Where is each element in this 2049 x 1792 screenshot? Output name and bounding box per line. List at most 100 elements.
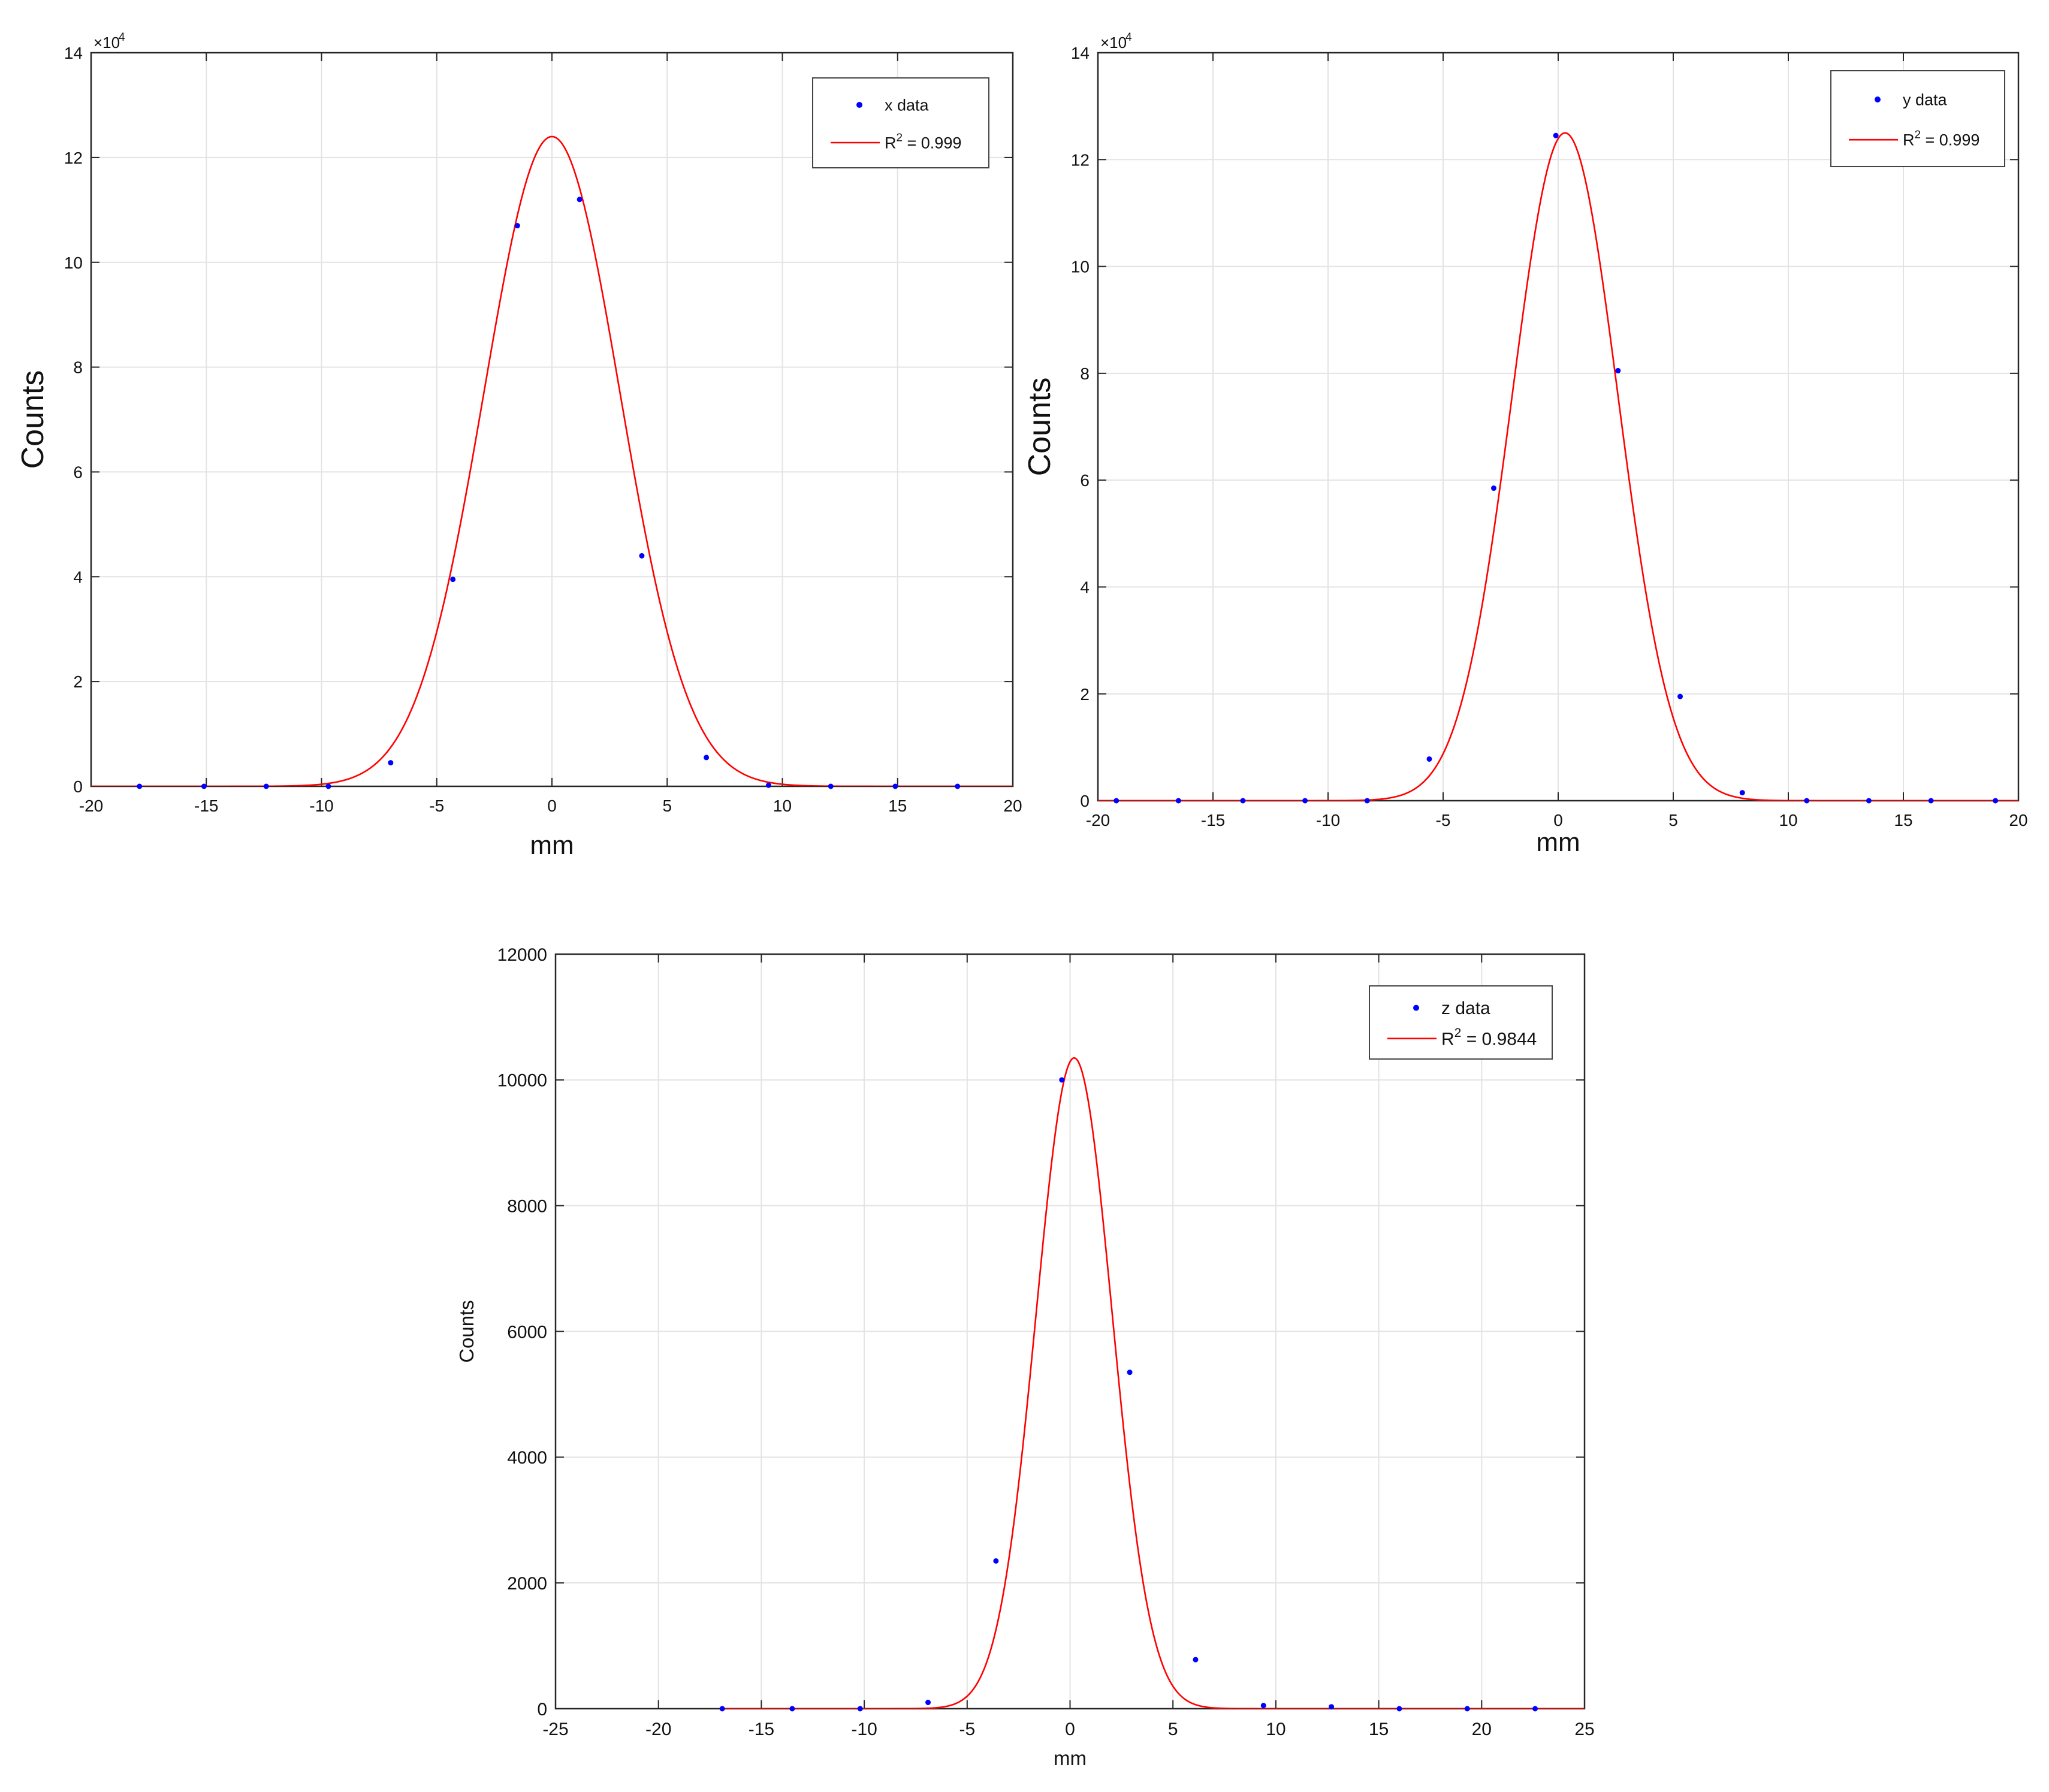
data-point: [857, 1706, 863, 1712]
data-point: [1739, 790, 1745, 796]
data-point: [137, 783, 143, 789]
x-tick-label: -20: [645, 1719, 671, 1739]
x-tick-label: 25: [1574, 1719, 1594, 1739]
legend-marker-points: [856, 102, 862, 108]
y-tick-label: 14: [64, 44, 83, 62]
data-point: [1993, 798, 1999, 804]
y-tick-label: 6: [73, 463, 83, 482]
fit-curve: [91, 135, 1013, 786]
x-tick-label: -15: [194, 797, 218, 815]
legend-label-fit: R2 = 0.999: [885, 131, 961, 152]
x-tick-label: -15: [1201, 811, 1225, 829]
x-tick-label: 5: [1168, 1719, 1178, 1739]
y-tick-label: 8: [1080, 364, 1090, 383]
data-point: [1553, 132, 1559, 138]
x-tick-label: -20: [79, 797, 103, 815]
x-axis-label: mm: [1536, 828, 1580, 857]
y-tick-label: 12000: [497, 945, 547, 965]
legend-label: z data: [1441, 998, 1490, 1018]
data-point: [325, 783, 331, 789]
y-exponent-label: ×10: [1100, 34, 1127, 52]
x-tick-label: 20: [2009, 811, 2027, 829]
legend-box: [1369, 985, 1553, 1060]
x-tick-label: -10: [1316, 811, 1340, 829]
x-tick-label: 5: [1668, 811, 1678, 829]
y-tick-label: 2000: [507, 1574, 547, 1594]
x-tick-label: -15: [749, 1719, 774, 1739]
x-tick-label: 0: [1065, 1719, 1075, 1739]
x-tick-label: 0: [1553, 811, 1563, 829]
data-point: [263, 783, 269, 789]
y-tick-label: 12: [1071, 150, 1090, 169]
data-point: [789, 1706, 795, 1712]
data-point: [1464, 1706, 1470, 1712]
data-point: [1059, 1077, 1065, 1083]
x-tick-label: 10: [773, 797, 792, 815]
data-point: [1329, 1704, 1335, 1710]
legend-label: y data: [1903, 90, 1948, 108]
x-tick-label: -5: [959, 1719, 975, 1739]
legend-fit-value: = 0.999: [1921, 131, 1979, 149]
data-point: [704, 755, 710, 761]
data-point: [1193, 1657, 1199, 1663]
legend-fit-sup: 2: [1915, 129, 1921, 141]
legend: y data R2 = 0.999: [1830, 70, 2005, 167]
y-tick-label: 12: [64, 149, 83, 167]
legend-fit-r: R: [1441, 1029, 1454, 1049]
x-tick-label: -10: [309, 797, 333, 815]
data-point: [1127, 1369, 1133, 1375]
y-tick-label: 6: [1080, 471, 1090, 490]
legend-fit-sup: 2: [897, 131, 903, 144]
y-tick-label: 14: [1071, 44, 1090, 62]
y-tick-label: 4: [1080, 578, 1090, 597]
data-point: [1677, 693, 1683, 699]
x-tick-label: -25: [542, 1719, 568, 1739]
x-tick-label: -20: [1086, 811, 1110, 829]
data-point: [1928, 798, 1934, 804]
data-point: [1866, 798, 1872, 804]
legend-marker-points: [1413, 1004, 1419, 1011]
x-tick-label: 20: [1472, 1719, 1492, 1739]
x-tick-label: 10: [1779, 811, 1797, 829]
data-point: [1615, 367, 1621, 373]
data-point: [1113, 798, 1119, 804]
data-point: [892, 783, 898, 789]
y-tick-label: 10: [1071, 258, 1090, 276]
fit-curve: [1098, 132, 2018, 801]
x-tick-label: 15: [1369, 1719, 1389, 1739]
data-point: [828, 783, 834, 789]
y-tick-label: 0: [537, 1700, 547, 1719]
chart-3: -25 -20 -15 -10 -5 0 5 10 15 20 25 0 2000 4000 6000 800…: [455, 945, 1595, 1769]
data-point: [1364, 798, 1370, 804]
x-tick-label: 0: [547, 797, 557, 815]
data-point: [765, 782, 771, 788]
data-point: [1260, 1703, 1266, 1709]
y-exponent-power: 4: [119, 31, 125, 44]
y-tick-label: 2: [1080, 685, 1090, 704]
y-tick-label: 4000: [507, 1448, 547, 1468]
y-tick-label: 10: [64, 254, 83, 272]
data-point: [1396, 1706, 1402, 1712]
x-tick-label: -5: [1436, 811, 1451, 829]
data-point: [955, 783, 961, 789]
legend-box: [812, 77, 989, 168]
data-point: [1175, 798, 1181, 804]
legend-fit-sup: 2: [1454, 1026, 1462, 1040]
data-point: [201, 783, 207, 789]
data-point: [577, 197, 583, 203]
data-point: [1532, 1706, 1538, 1712]
y-tick-label: 2: [73, 672, 83, 691]
x-axis-label: mm: [1054, 1747, 1087, 1769]
y-axis-label: Counts: [1022, 378, 1057, 476]
data-point: [450, 577, 456, 583]
legend-fit-value: = 0.9844: [1461, 1029, 1537, 1049]
data-point: [1426, 756, 1432, 762]
y-exponent-label: ×10: [93, 34, 120, 52]
legend-fit-r: R: [1903, 131, 1915, 149]
legend-label-fit: R2 = 0.9844: [1441, 1026, 1537, 1049]
x-tick-label: 5: [662, 797, 672, 815]
data-point: [388, 760, 394, 766]
x-axis-label: mm: [530, 831, 574, 860]
legend-fit-value: = 0.999: [903, 134, 961, 152]
